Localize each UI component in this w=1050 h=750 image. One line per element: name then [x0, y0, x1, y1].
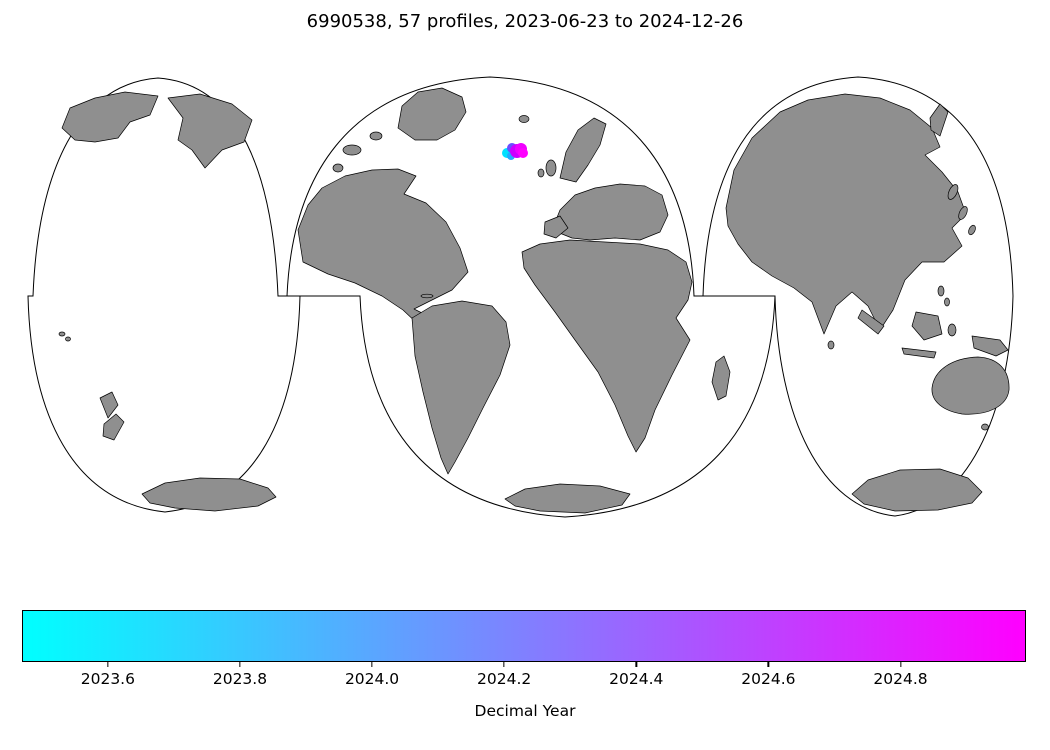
- land-new-guinea: [971, 335, 1009, 357]
- land-madagascar: [711, 355, 731, 401]
- colorbar-tick-label: 2023.8: [212, 670, 268, 688]
- land-antarctica-pacific: [141, 477, 277, 512]
- colorbar-tick-label: 2024.2: [477, 670, 532, 688]
- colorbar-tick-mark: [107, 662, 109, 667]
- land-cuba: [420, 293, 434, 299]
- land-arctic-island-1: [342, 144, 362, 156]
- land-philippines-1: [937, 285, 945, 297]
- land-scandinavia: [559, 117, 607, 183]
- profile-points: [502, 143, 528, 160]
- land-kamchatka: [929, 103, 949, 137]
- land-sri-lanka: [827, 340, 835, 350]
- land-iceland: [518, 115, 530, 123]
- land-south-america: [411, 300, 511, 475]
- colorbar-tick-label: 2023.6: [80, 670, 135, 688]
- map-lobe-atlantic: [286, 76, 776, 518]
- land-arctic-island-3: [332, 163, 344, 173]
- land-africa: [521, 239, 693, 453]
- land-europe: [551, 183, 669, 241]
- land-iberia: [543, 215, 569, 239]
- colorbar-tick-mark: [767, 662, 770, 667]
- land-siberia-chukotka: [61, 91, 159, 143]
- figure-title: 6990538, 57 profiles, 2023-06-23 to 2024…: [306, 11, 744, 32]
- colorbar-tick-mark: [239, 662, 241, 667]
- land-arctic-island-2: [369, 131, 383, 141]
- land-sumatra: [857, 309, 885, 335]
- land-philippines-2: [944, 297, 950, 307]
- colorbar-ticks: 2023.6 2023.8 2024.0 2024.2 2024.4 2024.6 2024…: [22, 662, 1026, 696]
- colorbar-axis-label: Decimal Year: [474, 702, 576, 720]
- land-antarctica-asia: [851, 468, 983, 512]
- land-antarctica-atlantic: [504, 483, 631, 514]
- colorbar-tick-mark: [371, 662, 373, 667]
- colorbar-tick-label: 2024.6: [741, 670, 796, 688]
- land-hawaii: [58, 331, 66, 337]
- land-hawaii-2: [65, 336, 71, 342]
- land-alaska: [167, 93, 253, 169]
- land-japan-2: [958, 206, 968, 220]
- land-greenland: [397, 87, 467, 141]
- land-new-zealand-south: [102, 413, 125, 441]
- colorbar-tick-label: 2024.8: [873, 670, 928, 688]
- colorbar: [22, 610, 1026, 662]
- colorbar-tick-mark: [635, 662, 637, 667]
- land-britain: [545, 159, 557, 177]
- land-ireland: [537, 168, 545, 178]
- land-asia: [725, 93, 967, 335]
- profile-point: [518, 148, 528, 158]
- map-landmasses: [58, 87, 1010, 514]
- land-australia: [931, 356, 1010, 415]
- land-north-america: [297, 168, 469, 327]
- colorbar-tick-label: 2024.4: [609, 670, 664, 688]
- colorbar-tick-label: 2024.0: [344, 670, 400, 688]
- land-sulawesi: [947, 323, 957, 337]
- colorbar-tick-mark: [899, 662, 902, 667]
- land-tasmania: [981, 423, 989, 431]
- map-lobe-pacific: [27, 77, 301, 513]
- land-japan-3: [968, 224, 976, 236]
- land-java: [901, 347, 937, 359]
- land-borneo: [911, 311, 943, 341]
- land-japan-1: [947, 184, 959, 200]
- colorbar-tick-mark: [503, 662, 505, 667]
- land-new-zealand-north: [99, 391, 119, 419]
